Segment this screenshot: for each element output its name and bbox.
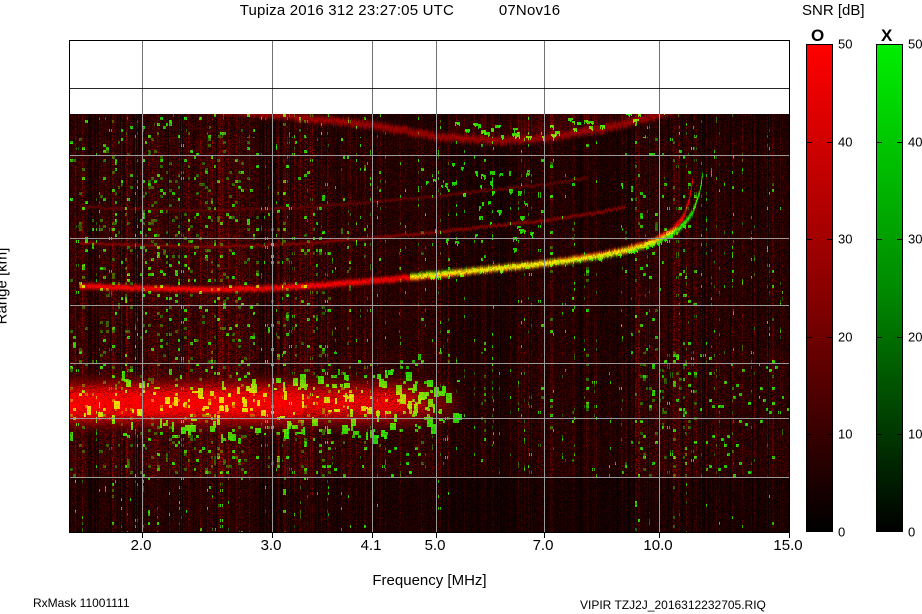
colorbar-x-gradient [876, 44, 903, 532]
x-axis-tick-label: 4.1 [360, 537, 382, 554]
y-axis-tick [70, 532, 76, 533]
x-axis-tick-label: 5.0 [424, 537, 446, 554]
colorbar-tick-label: 10 [908, 426, 922, 442]
x-axis-tick [372, 532, 373, 538]
rxmask-label: RxMask 11001111 [33, 596, 130, 610]
x-axis-tick-label: 7.0 [532, 537, 554, 554]
x-axis-tick-label: 15.0 [773, 537, 803, 554]
title-station: Tupiza [239, 2, 286, 19]
colorbar-tick [827, 239, 833, 240]
colorbar-tick [897, 142, 903, 143]
nodata-divider [70, 88, 789, 89]
colorbar-tick-label: 10 [838, 426, 853, 442]
x-axis-tick [272, 532, 273, 538]
title-date: 07Nov16 [498, 2, 561, 19]
colorbar-x-label: X [881, 26, 893, 45]
ionogram-heatmap [70, 114, 789, 532]
colorbar-tick [806, 142, 812, 143]
x-axis-tick [544, 532, 545, 538]
colorbar-o-label: O [811, 26, 825, 45]
x-axis-tick [789, 532, 790, 538]
horizontal-gridline [70, 305, 789, 306]
vertical-gridline-top [436, 41, 437, 114]
colorbar-tick [827, 434, 833, 435]
y-axis-title: Range [km] [0, 247, 11, 325]
colorbar-tick [897, 337, 903, 338]
colorbar-tick [827, 142, 833, 143]
horizontal-gridline [70, 155, 789, 156]
vertical-gridline-top [659, 41, 660, 114]
colorbar-tick [897, 239, 903, 240]
title-timestamp: 2016 312 23:27:05 UTC [289, 2, 455, 19]
colorbar-tick [806, 239, 812, 240]
colorbar-tick [876, 337, 882, 338]
x-axis-tick [436, 532, 437, 538]
colorbar-tick [876, 434, 882, 435]
x-axis-tick [142, 532, 143, 538]
vertical-gridline [659, 114, 660, 532]
vertical-gridline [436, 114, 437, 532]
colorbar-tick [876, 239, 882, 240]
colorbar-o-gradient [806, 44, 833, 532]
vertical-gridline-top [142, 41, 143, 114]
vertical-gridline [272, 114, 273, 532]
colorbar-tick-label: 20 [838, 329, 853, 345]
colorbar-tick-label: 20 [908, 329, 922, 345]
vertical-gridline-top [272, 41, 273, 114]
colorbar-tick-label: 0 [838, 524, 846, 540]
colorbar-tick-label: 50 [908, 36, 922, 52]
colorbar-tick-label: 40 [838, 134, 853, 150]
vertical-gridline [142, 114, 143, 532]
vertical-gridline-top [544, 41, 545, 114]
x-axis-tick-label: 2.0 [130, 537, 152, 554]
colorbar-tick [827, 337, 833, 338]
source-file-label: VIPIR TZJ2J_2016312232705.RIQ [580, 598, 766, 612]
x-axis-tick-label: 10.0 [643, 537, 673, 554]
no-data-region [70, 41, 789, 114]
colorbar-title: SNR [dB] [802, 2, 865, 19]
colorbar-tick-label: 30 [838, 231, 853, 247]
x-axis-tick [659, 532, 660, 538]
horizontal-gridline [70, 477, 789, 478]
vertical-gridline-top [372, 41, 373, 114]
horizontal-gridline [70, 418, 789, 419]
colorbar-tick [806, 434, 812, 435]
colorbar-tick [806, 337, 812, 338]
colorbar-tick-label: 0 [908, 524, 916, 540]
colorbar-tick [897, 434, 903, 435]
colorbar-tick-label: 40 [908, 134, 922, 150]
horizontal-gridline [70, 238, 789, 239]
vertical-gridline [372, 114, 373, 532]
chart-title: Tupiza 2016 312 23:27:05 UTC 07Nov16 [0, 0, 800, 22]
colorbar-tick-label: 50 [838, 36, 853, 52]
x-axis-title: Frequency [MHz] [372, 572, 487, 589]
x-axis-tick-label: 3.0 [260, 537, 282, 554]
vertical-gridline [544, 114, 545, 532]
horizontal-gridline [70, 363, 789, 364]
ionogram-plot[interactable] [69, 40, 790, 538]
colorbar-tick-label: 30 [908, 231, 922, 247]
colorbar-tick [876, 142, 882, 143]
